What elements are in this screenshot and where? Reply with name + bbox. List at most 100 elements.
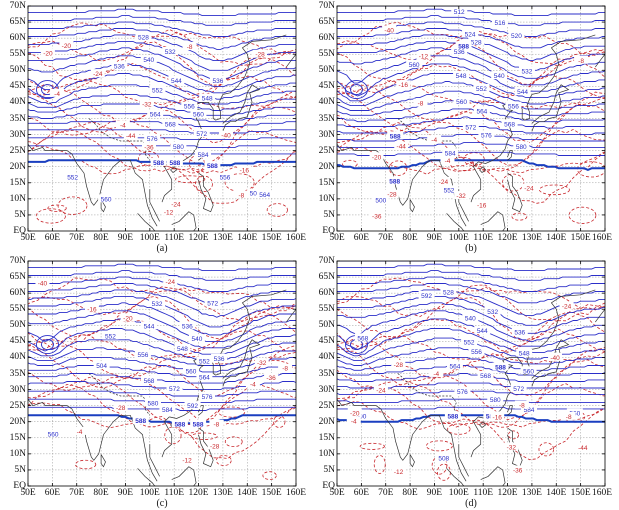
height-contour-label: 508 (438, 456, 449, 463)
height-contour-label: 584 (445, 150, 456, 157)
longitude-tick-label: 150E (570, 233, 591, 243)
temperature-contour-label: -36 (144, 144, 154, 151)
height-contour-label: 500 (375, 197, 386, 204)
temperature-contour-label: -40 (221, 133, 231, 140)
height-contour-label: 572 (465, 125, 476, 132)
height-contours (337, 6, 605, 171)
height-contour-label: 536 (182, 323, 193, 330)
height-contour-label: 516 (495, 20, 506, 27)
latitude-tick-label: 35N (9, 368, 26, 379)
height-contour-label: 552 (199, 359, 210, 366)
height-contour-label: 536 (514, 330, 525, 337)
height-contour-label: 580 (516, 144, 527, 151)
temperature-contour-label: -16 (477, 202, 487, 209)
temperature-contour-label: -24 (524, 186, 534, 193)
height-contour-label: 556 (184, 104, 195, 111)
height-contour-label: 560 (193, 112, 204, 119)
latitude-tick-label: 65N (9, 272, 26, 283)
height-contour-label: 540 (143, 57, 154, 64)
map-frame (27, 260, 297, 487)
temperature-contour-label: -28 (394, 362, 404, 369)
temperature-contour-label: -20 (43, 50, 53, 57)
height-contour-label: 548 (177, 346, 188, 353)
height-contour-label: 568 (144, 378, 155, 385)
height-contour-label: 576 (457, 389, 468, 396)
latitude-tick-label: EQ (13, 481, 26, 491)
height-contour-label: 544 (517, 89, 528, 96)
longitude-tick-label: 50E (329, 233, 345, 243)
latitude-tick-label: 5N (323, 464, 335, 475)
height-contour-label: 548 (202, 96, 213, 103)
temperature-contour-label: -16 (87, 307, 97, 314)
latitude-tick-label: 70N (9, 256, 26, 266)
height-contour-label: 504 (96, 363, 107, 370)
temperature-contour-label: -44 (126, 133, 136, 140)
temperature-contour-label: -12 (394, 469, 404, 476)
latitude-tick-label: 40N (318, 97, 335, 108)
height-contour-label: 588 (495, 364, 506, 371)
longitude-tick-label: 80E (402, 488, 418, 498)
height-contour-label: 576 (202, 394, 213, 401)
temperature-contour-label: -28 (387, 192, 397, 199)
height-contour-label: 556 (138, 352, 149, 359)
longitude-tick-label: 50E (20, 488, 36, 498)
longitude-tick-label: 60E (353, 488, 370, 498)
coastline (28, 289, 296, 486)
height-contour-label: 572 (513, 386, 524, 393)
temperature-contour-label: -32 (507, 444, 517, 451)
temperature-contour-label: -12 (164, 209, 174, 216)
height-contour-label: 532 (522, 68, 533, 75)
latitude-tick-label: 40N (318, 352, 335, 363)
latitude-tick-label: 20N (9, 161, 26, 172)
temperature-contour-label: -28 (255, 52, 265, 59)
temperature-contour-label: -44 (578, 445, 588, 452)
temperature-contour-label: -4 (351, 419, 357, 426)
height-contour-label: 588 (174, 421, 185, 428)
longitude-tick-label: 90E (426, 488, 443, 498)
height-contour-label: 564 (450, 363, 461, 370)
temperature-contour-label: -8 (578, 58, 584, 65)
longitude-tick-label: 70E (378, 233, 394, 243)
latitude-tick-label: 45N (9, 81, 26, 92)
latitude-tick-label: EQ (322, 226, 335, 236)
panel-label: (a) (156, 243, 168, 254)
height-contour-label: 544 (144, 323, 155, 330)
temperature-contour-label: -8 (282, 366, 288, 373)
height-contour-label: 584 (524, 407, 535, 414)
longitude-tick-label: 140E (546, 488, 567, 498)
latitude-tick-label: 10N (318, 193, 335, 204)
longitude-tick-label: 160E (285, 233, 307, 243)
height-contour-label: 580 (148, 400, 159, 407)
temperature-contour-label: -36 (372, 214, 382, 221)
latitude-tick-label: 45N (318, 81, 335, 92)
map-frame (336, 5, 606, 232)
height-contour-label: 560 (101, 196, 112, 203)
latitude-tick-label: 45N (9, 336, 26, 347)
temperature-contour-label: -20 (62, 43, 72, 50)
height-contour-label: 552 (464, 339, 475, 346)
height-contour-label: 532 (487, 309, 498, 316)
height-contour-label: 552 (476, 86, 487, 93)
latitude-tick-label: EQ (13, 226, 26, 236)
latitude-tick-label: 20N (318, 416, 335, 427)
height-contour-label: 536 (454, 49, 465, 56)
height-contour-label: 528 (471, 39, 482, 46)
height-contour-label: 540 (191, 336, 202, 343)
latitude-tick-label: 20N (9, 416, 26, 427)
temperature-contour-label: -24 (376, 387, 386, 394)
temperature-contour-label: -24 (562, 304, 572, 311)
longitude-tick-label: 50E (329, 488, 345, 498)
temperature-contour-label: -16 (240, 168, 250, 175)
height-contour-label: 556 (471, 349, 482, 356)
height-contour-label: 588 (207, 163, 218, 170)
latitude-tick-label: 70N (9, 1, 26, 11)
height-contour-label: 500 (250, 190, 261, 197)
height-contour-label: 576 (147, 136, 158, 143)
longitude-tick-label: 140E (546, 233, 567, 243)
temperature-contour-label: -28 (116, 405, 126, 412)
height-contour-label: 552 (152, 88, 163, 95)
height-contour-label: 524 (465, 31, 476, 38)
temperature-contour-label: -16 (399, 82, 409, 89)
height-contour-label: 568 (357, 335, 368, 342)
